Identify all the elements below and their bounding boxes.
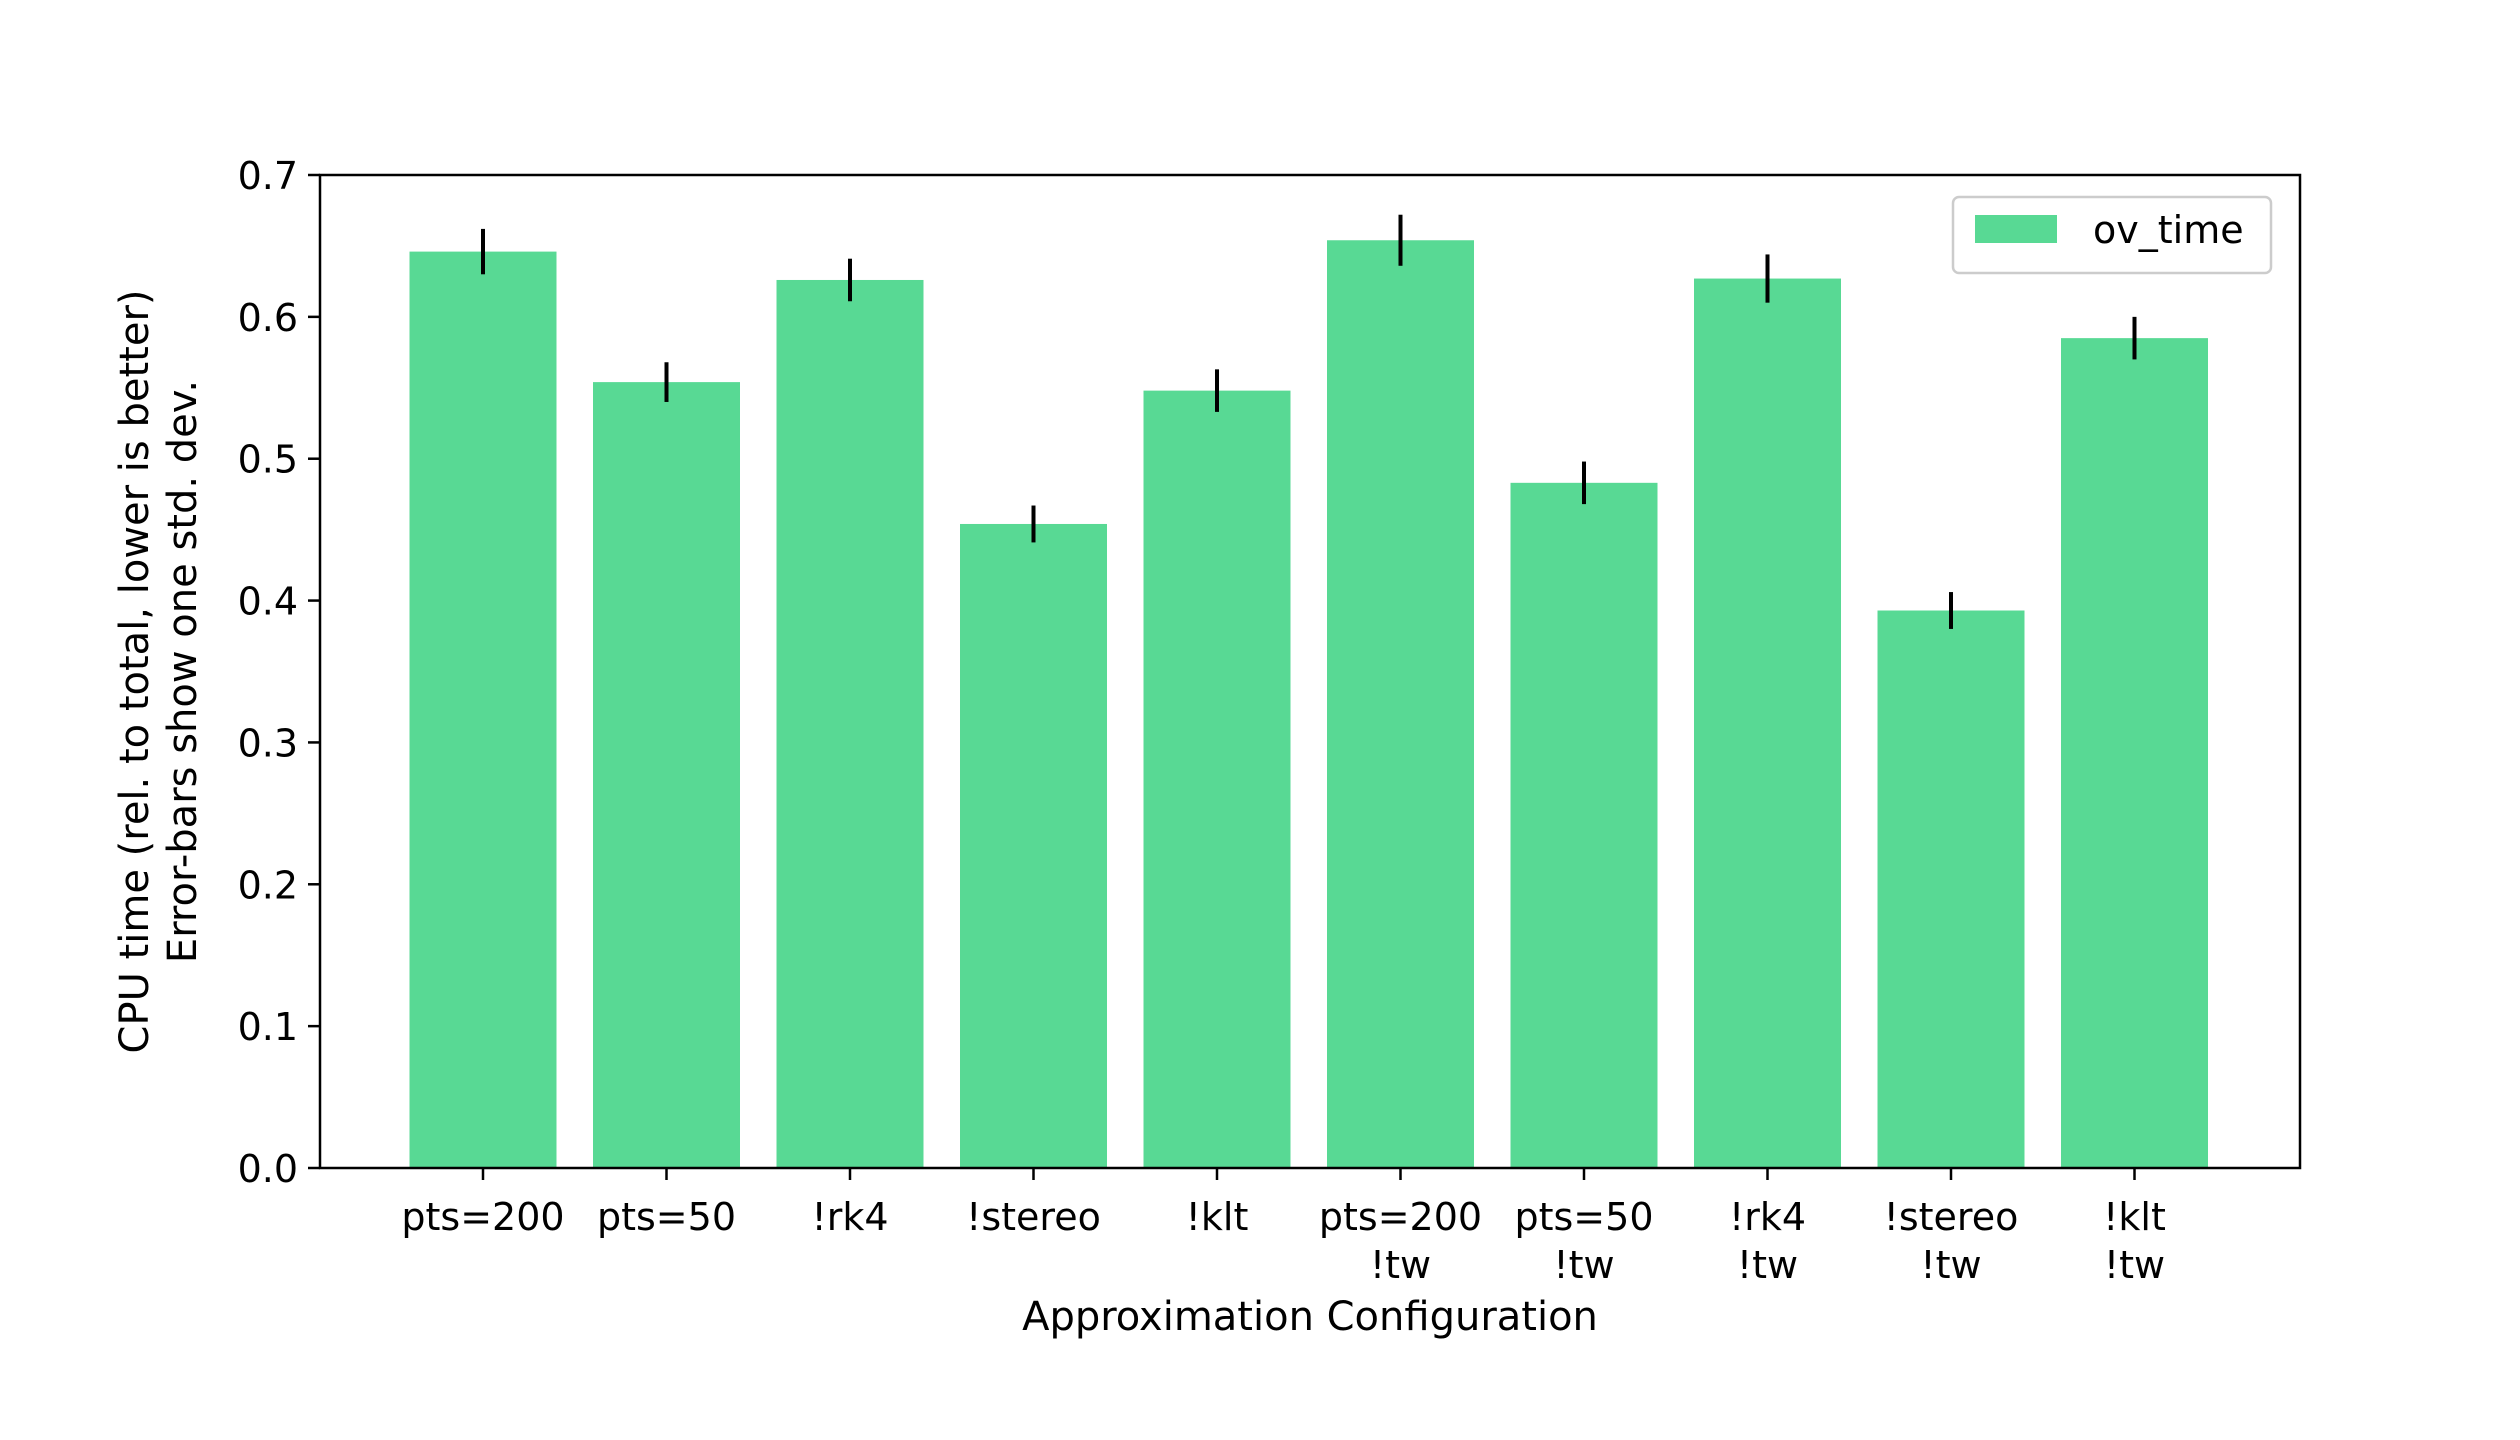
x-tick-label: pts=200 <box>401 1195 564 1239</box>
error-bars <box>481 214 2137 629</box>
y-axis-label-line-2: Error-bars show one std. dev. <box>160 380 206 963</box>
x-tick-label: !tw <box>1920 1243 1981 1287</box>
bar <box>2061 338 2208 1168</box>
bar <box>1694 278 1841 1168</box>
bars <box>409 240 2208 1169</box>
x-tick-label: pts=50 <box>1514 1195 1653 1239</box>
bar <box>409 251 557 1169</box>
y-tick-label: 0.2 <box>238 863 298 907</box>
x-tick-label: !tw <box>1370 1243 1431 1287</box>
x-tick-label: !klt <box>2103 1195 2166 1239</box>
x-tick-label: pts=50 <box>597 1195 736 1239</box>
x-tick-label: !tw <box>2104 1243 2165 1287</box>
legend: ov_time <box>1951 195 2273 275</box>
x-tick-label: !stereo <box>1884 1195 2019 1239</box>
y-tick-label: 0.7 <box>238 154 298 198</box>
legend-label: ov_time <box>2093 208 2244 252</box>
x-tick-label: !tw <box>1553 1243 1614 1287</box>
x-axis-label: Approximation Configuration <box>1022 1294 1598 1340</box>
bar <box>776 279 924 1169</box>
legend-swatch <box>1975 215 2057 243</box>
bar <box>1510 482 1658 1169</box>
x-tick-label: !stereo <box>966 1195 1101 1239</box>
y-tick-label: 0.0 <box>238 1147 298 1191</box>
x-tick-label: pts=200 <box>1319 1195 1482 1239</box>
y-tick-label: 0.3 <box>238 721 298 765</box>
y-tick-label: 0.4 <box>238 580 298 624</box>
y-tick-label: 0.5 <box>238 438 298 482</box>
y-axis: 0.0 0.1 0.2 0.3 0.4 0.5 0.6 0.7 <box>238 154 320 1191</box>
y-tick-label: 0.1 <box>238 1005 298 1049</box>
plot-frame <box>318 173 2302 1170</box>
y-axis-label-line-1: CPU time (rel. to total, lower is better… <box>112 290 158 1054</box>
x-tick-label: !rk4 <box>1729 1195 1806 1239</box>
x-axis: pts=200 pts=50 !rk4 !stereo !klt pts=200!twpt… <box>401 1168 2166 1287</box>
x-tick-label: !rk4 <box>811 1195 888 1239</box>
bar <box>1143 390 1291 1168</box>
bar <box>1877 610 2025 1168</box>
bar <box>593 382 740 1168</box>
x-tick-label: !tw <box>1737 1243 1798 1287</box>
x-tick-label: !klt <box>1186 1195 1249 1239</box>
bar <box>960 523 1107 1168</box>
y-tick-label: 0.6 <box>238 296 298 340</box>
bar <box>1327 240 1474 1169</box>
